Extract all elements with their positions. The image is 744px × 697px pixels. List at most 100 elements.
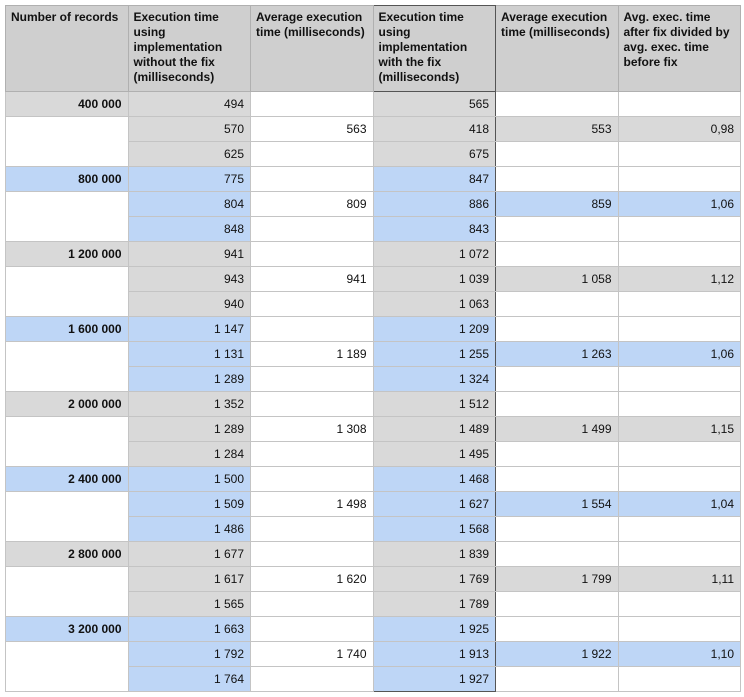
records-cell: 2 400 000 — [5, 466, 129, 492]
time-before-cell: 1 509 — [127, 491, 251, 517]
ratio-cell: 1,04 — [617, 491, 741, 517]
table-row: 1 289 1 324 — [6, 366, 741, 392]
empty-cell — [617, 391, 741, 417]
time-after-cell: 1 913 — [372, 641, 496, 667]
table-row: 1 792 1 740 1 913 1 922 1,10 — [5, 641, 741, 692]
empty-cell — [5, 116, 129, 167]
table-row: 1 764 1 927 — [6, 666, 741, 692]
empty-cell — [617, 291, 741, 317]
column-header: Avg. exec. time after fix divided by avg… — [617, 5, 741, 92]
time-before-cell: 1 289 — [127, 366, 251, 392]
empty-cell — [250, 366, 374, 392]
empty-cell — [495, 316, 619, 342]
records-cell: 400 000 — [5, 91, 129, 117]
avg-before-cell: 941 — [250, 266, 374, 292]
time-before-cell: 940 — [127, 291, 251, 317]
empty-cell — [495, 166, 619, 192]
table-row: 1 617 1 620 1 769 1 799 1,11 — [5, 566, 741, 617]
avg-before-cell: 563 — [250, 116, 374, 142]
time-after-cell: 1 489 — [372, 416, 496, 442]
empty-cell — [5, 416, 129, 467]
empty-cell — [250, 516, 374, 542]
time-before-cell: 804 — [127, 191, 251, 217]
empty-cell — [495, 591, 619, 617]
avg-after-cell: 1 922 — [495, 641, 619, 667]
records-cell: 1 600 000 — [5, 316, 129, 342]
empty-cell — [495, 516, 619, 542]
time-after-cell: 565 — [372, 91, 496, 117]
avg-after-cell: 1 058 — [495, 266, 619, 292]
time-before-cell: 1 131 — [127, 341, 251, 367]
time-before-cell: 943 — [127, 266, 251, 292]
table-row: 2 400 000 1 500 1 468 — [5, 466, 741, 492]
ratio-cell: 1,11 — [617, 566, 741, 592]
avg-before-cell: 1 308 — [250, 416, 374, 442]
empty-cell — [5, 491, 129, 542]
column-header: Execution time using implementation with… — [127, 5, 251, 92]
time-before-cell: 848 — [127, 216, 251, 242]
empty-cell — [250, 141, 374, 167]
empty-cell — [495, 541, 619, 567]
empty-cell — [617, 541, 741, 567]
time-after-cell: 1 495 — [372, 441, 496, 467]
records-cell: 3 200 000 — [5, 616, 129, 642]
column-header: Number of records — [5, 5, 129, 92]
table-row: 1 200 000 941 1 072 — [5, 241, 741, 267]
ratio-cell: 1,06 — [617, 341, 741, 367]
time-before-cell: 1 677 — [127, 541, 251, 567]
time-after-cell: 1 468 — [372, 466, 496, 492]
time-after-cell: 1 769 — [372, 566, 496, 592]
results-table: Number of records Execution time using im… — [5, 5, 741, 692]
empty-cell — [617, 91, 741, 117]
ratio-cell: 1,12 — [617, 266, 741, 292]
empty-cell — [617, 516, 741, 542]
avg-after-cell: 1 499 — [495, 416, 619, 442]
ratio-cell: 0,98 — [617, 116, 741, 142]
time-after-cell: 1 627 — [372, 491, 496, 517]
table-body: 400 000 494 565 570 563 418 553 0,98 625 675 800 0… — [5, 91, 741, 692]
empty-cell — [5, 266, 129, 317]
time-after-cell: 1 568 — [372, 516, 496, 542]
time-after-cell: 847 — [372, 166, 496, 192]
time-after-cell: 418 — [372, 116, 496, 142]
empty-cell — [617, 316, 741, 342]
empty-cell — [5, 641, 129, 692]
time-after-cell: 1 789 — [372, 591, 496, 617]
table-row: 2 000 000 1 352 1 512 — [5, 391, 741, 417]
time-before-cell: 775 — [127, 166, 251, 192]
empty-cell — [250, 466, 374, 492]
empty-cell — [617, 366, 741, 392]
empty-cell — [495, 216, 619, 242]
time-before-cell: 625 — [127, 141, 251, 167]
time-after-cell: 843 — [372, 216, 496, 242]
time-before-cell: 1 500 — [127, 466, 251, 492]
empty-cell — [495, 391, 619, 417]
time-before-cell: 941 — [127, 241, 251, 267]
time-before-cell: 1 289 — [127, 416, 251, 442]
ratio-cell: 1,10 — [617, 641, 741, 667]
avg-after-cell: 1 554 — [495, 491, 619, 517]
empty-cell — [5, 566, 129, 617]
time-after-cell: 1 063 — [372, 291, 496, 317]
time-after-cell: 1 255 — [372, 341, 496, 367]
time-before-cell: 1 663 — [127, 616, 251, 642]
table-row: 3 200 000 1 663 1 925 — [5, 616, 741, 642]
empty-cell — [495, 366, 619, 392]
empty-cell — [617, 166, 741, 192]
time-after-cell: 1 039 — [372, 266, 496, 292]
empty-cell — [250, 216, 374, 242]
avg-after-cell: 1 263 — [495, 341, 619, 367]
empty-cell — [495, 291, 619, 317]
empty-cell — [617, 216, 741, 242]
time-before-cell: 1 486 — [127, 516, 251, 542]
empty-cell — [617, 241, 741, 267]
table-row: 804 809 886 859 1,06 — [5, 191, 741, 242]
empty-cell — [495, 141, 619, 167]
empty-cell — [5, 191, 129, 242]
column-header: Average execution time (milliseconds) — [495, 5, 619, 92]
empty-cell — [495, 466, 619, 492]
column-header: Average execution time (milliseconds) — [250, 5, 374, 92]
empty-cell — [250, 591, 374, 617]
table-row: 800 000 775 847 — [5, 166, 741, 192]
